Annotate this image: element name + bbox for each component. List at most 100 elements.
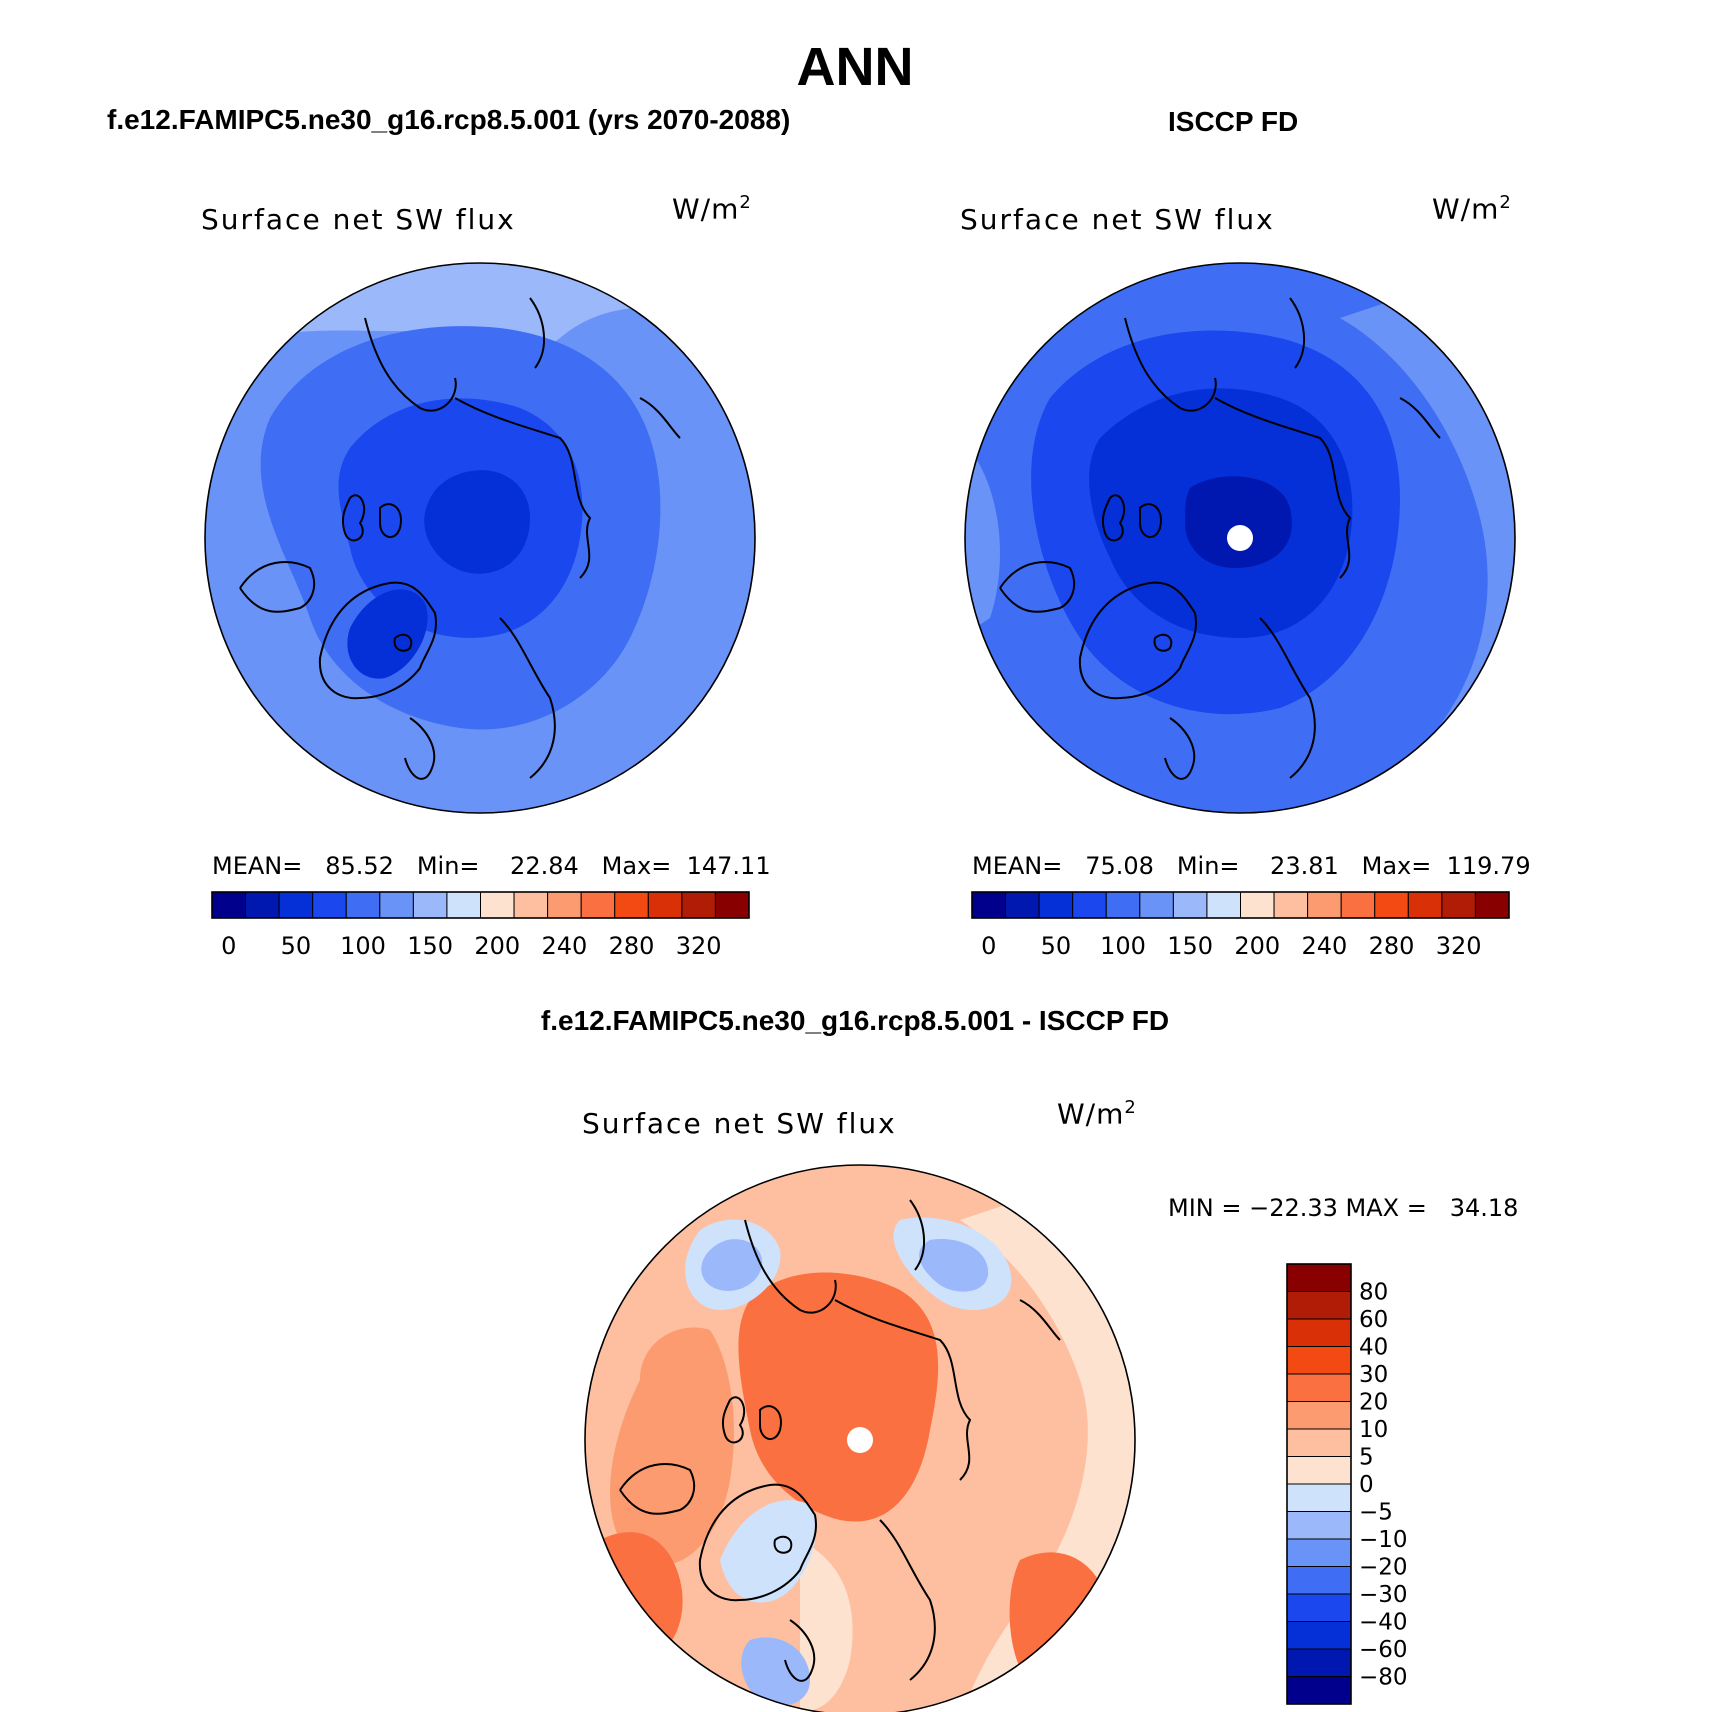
colorbar-cell — [547, 891, 582, 919]
colorbar-cell — [681, 891, 716, 919]
colorbar-cell — [1286, 1511, 1352, 1540]
colorbar-model: 0 50 100 150 200 240 280 320 — [211, 891, 750, 960]
colorbar-cell — [580, 891, 616, 919]
colorbar-cell — [1072, 891, 1107, 919]
colorbar-tick-label: 0 — [1359, 1472, 1374, 1498]
pole-marker-obs — [1227, 525, 1253, 551]
colorbar-cell — [345, 891, 381, 919]
colorbar-cell — [1005, 891, 1040, 919]
colorbar-cell — [1286, 1566, 1352, 1595]
colorbar-tick-label: 150 — [407, 932, 453, 960]
colorbar-tick-label: 20 — [1359, 1390, 1388, 1416]
panel-title-model: f.e12.FAMIPC5.ne30_g16.rcp8.5.001 (yrs 2… — [107, 104, 791, 135]
colorbar-cell — [1286, 1621, 1352, 1650]
colorbar-cell — [1105, 891, 1141, 919]
colorbar-tick-label: 200 — [474, 932, 520, 960]
colorbar-tick-label: −10 — [1359, 1527, 1408, 1553]
map-obs — [964, 262, 1516, 814]
stats-diff: MIN = −22.33 MAX = 34.18 — [1168, 1194, 1519, 1222]
unit-label-diff: W/m2 — [1057, 1097, 1137, 1131]
colorbar-tick-label: 0 — [981, 932, 996, 960]
colorbar-tick-label: 320 — [676, 932, 722, 960]
colorbar-cell — [1286, 1676, 1352, 1705]
colorbar-cell — [1286, 1593, 1352, 1622]
colorbar-cell — [412, 891, 448, 919]
colorbar-cell — [1172, 891, 1208, 919]
colorbar-tick-label: 320 — [1436, 932, 1482, 960]
colorbar-cell — [1286, 1346, 1352, 1375]
panel-title-diff: f.e12.FAMIPC5.ne30_g16.rcp8.5.001 - ISCC… — [540, 1005, 1170, 1036]
colorbar-cell — [1407, 891, 1443, 919]
colorbar-tick-label: 80 — [1359, 1280, 1388, 1306]
colorbar-cell — [1286, 1538, 1352, 1567]
colorbar-cell — [245, 891, 280, 919]
colorbar-cell — [1286, 1648, 1352, 1677]
colorbar-tick-label: 280 — [609, 932, 655, 960]
colorbar-cell — [1206, 891, 1241, 919]
colorbar-cell — [513, 891, 549, 919]
colorbar-cell — [379, 891, 414, 919]
colorbar-tick-label: 60 — [1359, 1307, 1388, 1333]
colorbar-tick-label: 5 — [1359, 1445, 1374, 1471]
colorbar-tick-label: 10 — [1359, 1417, 1388, 1443]
colorbar-cell — [1286, 1263, 1352, 1292]
colorbar-cell — [1038, 891, 1074, 919]
colorbar-tick-label: 100 — [1100, 932, 1146, 960]
colorbar-cell — [1286, 1291, 1352, 1320]
colorbar-tick-label: 240 — [542, 932, 588, 960]
colorbar-tick-label: 50 — [1041, 932, 1072, 960]
colorbar-cell — [211, 891, 247, 919]
colorbar-tick-label: −40 — [1359, 1610, 1408, 1636]
colorbar-tick-label: 280 — [1369, 932, 1415, 960]
colorbar-obs: 0 50 100 150 200 240 280 320 — [971, 891, 1510, 960]
colorbar-cell — [614, 891, 649, 919]
stats-model: MEAN= 85.52 Min= 22.84 Max= 147.11 — [212, 852, 771, 880]
colorbar-tick-label: 40 — [1359, 1335, 1388, 1361]
colorbar-cell — [1340, 891, 1376, 919]
variable-label-model: Surface net SW flux — [201, 203, 516, 236]
colorbar-cell — [480, 891, 515, 919]
colorbar-tick-label: 150 — [1167, 932, 1213, 960]
colorbar-tick-label: 200 — [1234, 932, 1280, 960]
main-title: ANN — [796, 37, 914, 97]
colorbar-cell — [714, 891, 750, 919]
colorbar-cell — [1286, 1401, 1352, 1430]
colorbar-cell — [1286, 1373, 1352, 1402]
colorbar-cell — [647, 891, 683, 919]
colorbar-cell — [1286, 1318, 1352, 1347]
colorbar-cell — [312, 891, 347, 919]
colorbar-tick-label: 30 — [1359, 1362, 1388, 1388]
colorbar-cell — [446, 891, 481, 919]
variable-label-diff: Surface net SW flux — [582, 1107, 897, 1140]
colorbar-cell — [1286, 1456, 1352, 1485]
map-model — [204, 262, 756, 814]
colorbar-cell — [1441, 891, 1476, 919]
colorbar-tick-label: −30 — [1359, 1582, 1408, 1608]
colorbar-cell — [1139, 891, 1174, 919]
unit-label-obs: W/m2 — [1432, 192, 1512, 226]
colorbar-tick-label: −80 — [1359, 1665, 1408, 1691]
colorbar-cell — [1307, 891, 1342, 919]
colorbar-tick-label: 240 — [1302, 932, 1348, 960]
pole-marker-diff — [847, 1427, 873, 1453]
stats-obs: MEAN= 75.08 Min= 23.81 Max= 119.79 — [972, 852, 1531, 880]
panel-title-obs: ISCCP FD — [1168, 106, 1299, 137]
colorbar-cell — [971, 891, 1007, 919]
colorbar-cell — [1273, 891, 1309, 919]
variable-label-obs: Surface net SW flux — [960, 203, 1275, 236]
colorbar-cell — [1286, 1483, 1352, 1512]
colorbar-tick-label: −20 — [1359, 1555, 1408, 1581]
colorbar-tick-label: −5 — [1359, 1500, 1393, 1526]
colorbar-cell — [1474, 891, 1510, 919]
colorbar-cell — [1240, 891, 1275, 919]
colorbar-tick-label: 0 — [221, 932, 236, 960]
map-diff — [584, 1164, 1136, 1712]
colorbar-cell — [1374, 891, 1409, 919]
colorbar-tick-label: 100 — [340, 932, 386, 960]
colorbar-tick-label: −60 — [1359, 1637, 1408, 1663]
colorbar-cell — [1286, 1428, 1352, 1457]
colorbar-cell — [278, 891, 314, 919]
colorbar-tick-label: 50 — [281, 932, 312, 960]
unit-label-model: W/m2 — [672, 192, 752, 226]
